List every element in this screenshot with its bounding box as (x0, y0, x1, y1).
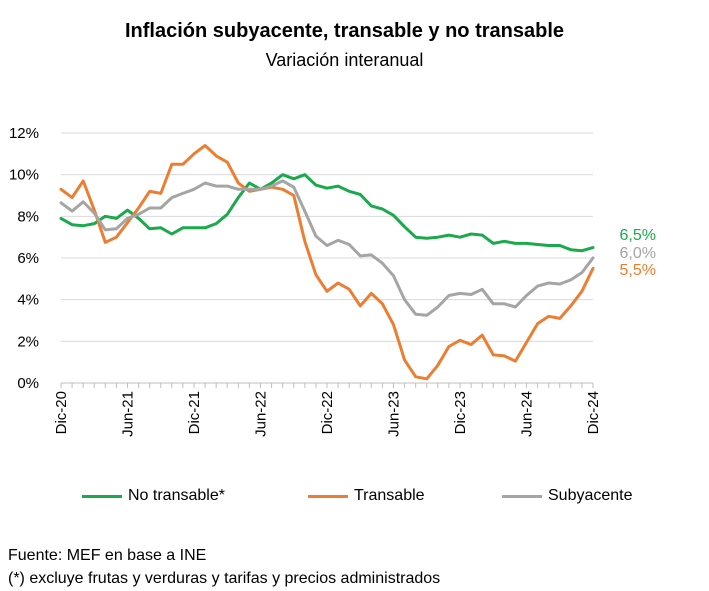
legend-item-subyacente: Subyacente (502, 487, 633, 505)
series-line-0 (59, 173, 595, 253)
source-line: Fuente: MEF en base a INE (8, 547, 207, 564)
y-tick-label: 0% (17, 375, 39, 392)
legend-item-transable: Transable (308, 487, 425, 505)
legend-label-subyacente: Subyacente (548, 487, 633, 504)
x-tick-label: Jun-22 (253, 391, 270, 437)
x-tick-label: Dic-22 (319, 391, 336, 434)
x-tick-label: Dic-21 (186, 391, 203, 434)
end-label: 6,5% (620, 227, 656, 244)
x-tick-label: Dic-23 (452, 391, 469, 434)
legend-swatch-transable (308, 494, 348, 498)
legend-swatch-subyacente (502, 494, 542, 498)
y-tick-label: 6% (17, 250, 39, 267)
source-note: Fuente: MEF en base a INE (*) excluye fr… (8, 544, 440, 590)
x-tick-label: Jun-24 (519, 391, 536, 437)
series-line-2 (59, 179, 595, 317)
end-label: 5,5% (620, 262, 656, 279)
legend-label-transable: Transable (354, 487, 425, 504)
y-tick-label: 2% (17, 333, 39, 350)
legend-swatch-no-transable (82, 494, 122, 498)
y-tick-label: 12% (9, 125, 39, 142)
chart-legend: No transable* Transable Subyacente (0, 487, 709, 509)
y-tick-label: 4% (17, 292, 39, 309)
legend-item-no-transable: No transable* (82, 487, 225, 505)
chart-title: Inflación subyacente, transable y no tra… (124, 20, 565, 42)
chart-subtitle: Variación interanual (265, 50, 424, 70)
y-tick-label: 10% (9, 167, 39, 184)
x-tick-label: Jun-23 (386, 391, 403, 437)
end-label: 6,0% (620, 245, 656, 262)
y-tick-label: 8% (17, 208, 39, 225)
x-tick-label: Dic-20 (53, 391, 70, 434)
footnote-line: (*) excluye frutas y verduras y tarifas … (8, 570, 441, 587)
x-tick-label: Jun-21 (120, 391, 137, 437)
x-tick-label: Dic-24 (585, 391, 602, 434)
series-line-1 (59, 144, 595, 381)
legend-label-no-transable: No transable* (128, 487, 225, 504)
